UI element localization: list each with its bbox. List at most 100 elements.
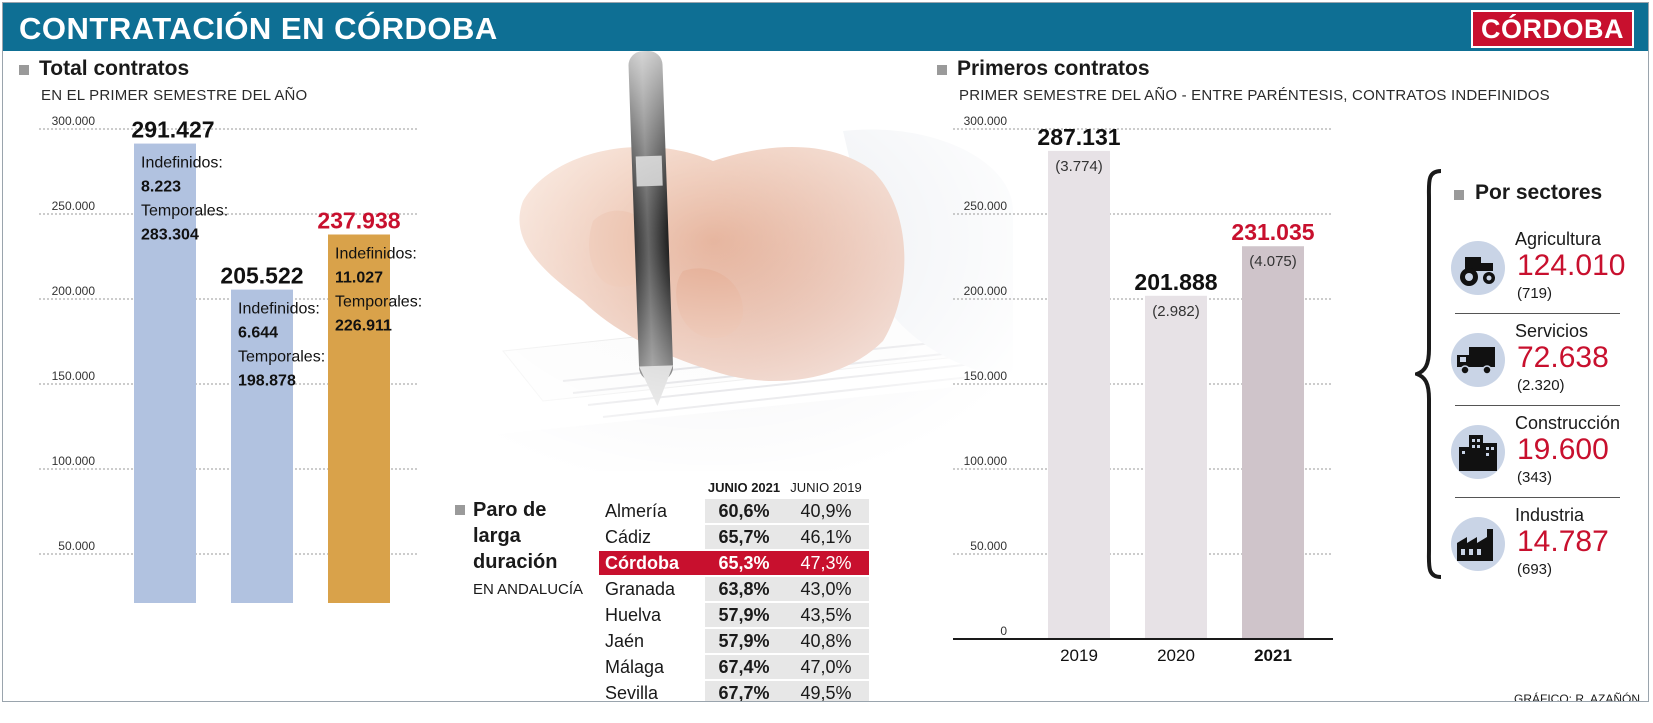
temporales-value: 198.878 bbox=[238, 373, 296, 390]
data-label: 205.522 bbox=[220, 263, 303, 289]
brand-logo: CÓRDOBA bbox=[1471, 10, 1634, 48]
indefinidos-label: Indefinidos: bbox=[238, 301, 320, 318]
province-cell: Almería bbox=[599, 499, 705, 525]
province-cell: Huelva bbox=[599, 602, 705, 629]
table-row: Sevilla 67,7% 49,5% bbox=[599, 680, 869, 701]
x-tick-label: 2021 bbox=[1254, 646, 1292, 665]
junio-2019-cell: 43,0% bbox=[783, 576, 869, 603]
junio-2021-cell: 57,9% bbox=[705, 628, 783, 655]
column-header-junio-2021: JUNIO 2021 bbox=[707, 479, 781, 495]
table-row: Almería 60,6% 40,9% bbox=[599, 499, 869, 525]
buildings-icon bbox=[1451, 425, 1505, 479]
temporales-value: 226.911 bbox=[335, 318, 392, 335]
indefinidos-value: 11.027 bbox=[335, 270, 383, 287]
sector-divider bbox=[1455, 405, 1620, 406]
bar bbox=[328, 234, 390, 603]
y-tick-label: 0 bbox=[1000, 624, 1007, 638]
bullet-icon bbox=[455, 505, 465, 515]
sector-divider bbox=[1455, 313, 1620, 314]
indefinidos-label: (4.075) bbox=[1249, 253, 1297, 270]
y-tick-label: 150.000 bbox=[52, 369, 96, 383]
bar bbox=[231, 289, 293, 603]
temporales-label: Temporales: bbox=[335, 294, 422, 311]
table-row: Málaga 67,4% 47,0% bbox=[599, 654, 869, 681]
sector-indefinidos: (719) bbox=[1517, 285, 1553, 302]
credit: GRÁFICO: R. AZAÑÓN bbox=[1513, 692, 1640, 702]
y-tick-label: 300.000 bbox=[52, 114, 96, 128]
chart-title-primeros: Primeros contratos bbox=[957, 57, 1150, 80]
chart-subtitle-primeros: PRIMER SEMESTRE DEL AÑO - ENTRE PARÉNTES… bbox=[959, 87, 1550, 104]
paro-title: Paro de larga duración bbox=[473, 499, 558, 573]
data-label: 231.035 bbox=[1231, 219, 1314, 245]
junio-2019-cell: 43,5% bbox=[783, 602, 869, 629]
sector-name: Agricultura bbox=[1515, 229, 1602, 249]
table-row: Huelva 57,9% 43,5% bbox=[599, 602, 869, 629]
junio-2019-cell: 40,9% bbox=[783, 499, 869, 525]
header-banner: CONTRATACIÓN EN CÓRDOBA CÓRDOBA bbox=[3, 3, 1648, 51]
sector-value: 19.600 bbox=[1517, 433, 1609, 466]
tractor-icon bbox=[1451, 241, 1505, 295]
paro-table-body: Almería 60,6% 40,9% Cádiz 65,7% 46,1% Córdoba 6… bbox=[599, 499, 869, 701]
province-cell: Jaén bbox=[599, 628, 705, 655]
y-tick-label: 200.000 bbox=[52, 284, 96, 298]
y-tick-label: 200.000 bbox=[964, 284, 1008, 298]
junio-2019-cell: 46,1% bbox=[783, 524, 869, 551]
province-cell: Córdoba bbox=[599, 550, 705, 577]
junio-2021-cell: 65,3% bbox=[705, 550, 783, 577]
y-tick-label: 250.000 bbox=[964, 199, 1008, 213]
junio-2021-cell: 63,8% bbox=[705, 576, 783, 603]
chart-title-total: Total contratos bbox=[39, 57, 190, 80]
bar bbox=[1242, 246, 1304, 640]
sector-name: Construcción bbox=[1515, 413, 1621, 433]
hand-pen-photo bbox=[413, 51, 1013, 471]
junio-2019-cell: 47,3% bbox=[783, 550, 869, 577]
y-tick-label: 100.000 bbox=[964, 454, 1008, 468]
temporales-label: Temporales: bbox=[141, 203, 228, 220]
indefinidos-label: Indefinidos: bbox=[335, 246, 417, 263]
bar bbox=[1145, 295, 1207, 639]
junio-2021-cell: 67,4% bbox=[705, 654, 783, 681]
province-cell: Granada bbox=[599, 576, 705, 603]
sector-value: 14.787 bbox=[1517, 525, 1609, 558]
data-label: 287.131 bbox=[1037, 124, 1120, 150]
sector-value: 124.010 bbox=[1517, 249, 1626, 282]
table-row: Córdoba 65,3% 47,3% bbox=[599, 550, 869, 577]
indefinidos-label: (3.774) bbox=[1055, 158, 1103, 175]
x-tick-label: 2020 bbox=[1157, 646, 1195, 665]
bullet-icon bbox=[19, 65, 29, 75]
indefinidos-label: (2.982) bbox=[1152, 303, 1200, 320]
sector-name: Servicios bbox=[1515, 321, 1589, 341]
junio-2021-cell: 57,9% bbox=[705, 602, 783, 629]
y-tick-label: 250.000 bbox=[52, 199, 96, 213]
sectores-brace bbox=[1415, 169, 1442, 579]
sectores-title: Por sectores bbox=[1475, 181, 1603, 204]
data-label: 201.888 bbox=[1134, 269, 1217, 295]
table-row: Jaén 57,9% 40,8% bbox=[599, 628, 869, 655]
x-tick-label: 2019 bbox=[1060, 646, 1098, 665]
indefinidos-value: 6.644 bbox=[238, 325, 278, 342]
province-cell: Sevilla bbox=[599, 680, 705, 701]
bullet-icon bbox=[937, 65, 947, 75]
data-label: 291.427 bbox=[131, 117, 214, 143]
temporales-value: 283.304 bbox=[141, 227, 199, 244]
sector-indefinidos: (2.320) bbox=[1517, 377, 1565, 394]
junio-2021-cell: 60,6% bbox=[705, 499, 783, 525]
province-cell: Málaga bbox=[599, 654, 705, 681]
bar bbox=[1048, 150, 1110, 639]
infographic: CONTRATACIÓN EN CÓRDOBA CÓRDOBA bbox=[2, 2, 1649, 702]
y-tick-label: 300.000 bbox=[964, 114, 1008, 128]
province-cell: Cádiz bbox=[599, 524, 705, 551]
junio-2019-cell: 49,5% bbox=[783, 680, 869, 701]
truck-icon bbox=[1451, 333, 1505, 387]
sector-indefinidos: (693) bbox=[1517, 561, 1553, 578]
sector-indefinidos: (343) bbox=[1517, 469, 1553, 486]
chart-subtitle-total: EN EL PRIMER SEMESTRE DEL AÑO bbox=[41, 87, 308, 104]
sector-value: 72.638 bbox=[1517, 341, 1609, 374]
page-title: CONTRATACIÓN EN CÓRDOBA bbox=[19, 11, 498, 46]
column-header-junio-2019: JUNIO 2019 bbox=[790, 479, 862, 495]
indefinidos-value: 8.223 bbox=[141, 179, 181, 196]
temporales-label: Temporales: bbox=[238, 349, 325, 366]
junio-2021-cell: 67,7% bbox=[705, 680, 783, 701]
sector-name: Industria bbox=[1515, 505, 1585, 525]
chart-total-contratos: 050.000100.000150.000200.000250.000300.0… bbox=[39, 114, 422, 603]
